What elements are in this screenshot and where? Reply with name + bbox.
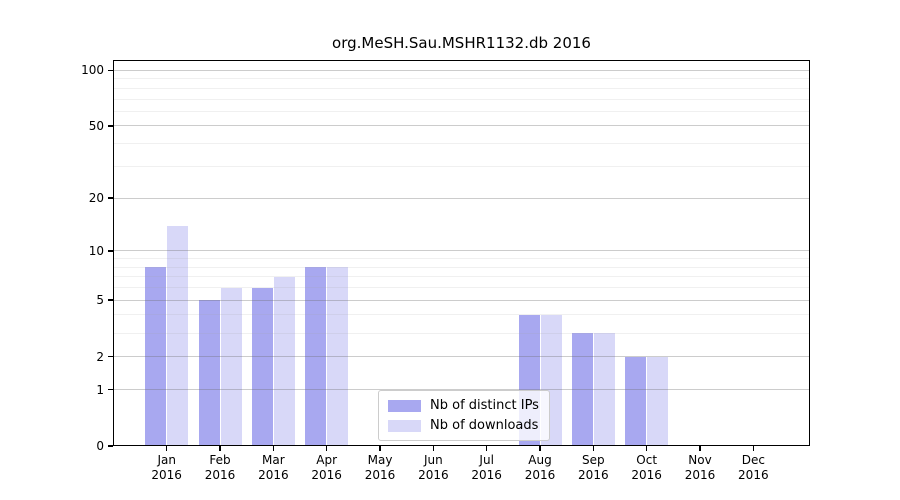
x-tick-label: Jun 2016	[418, 453, 449, 482]
x-tick-mark	[432, 446, 435, 451]
legend-swatch-downloads	[388, 419, 421, 432]
chart-title: org.MeSH.Sau.MSHR1132.db 2016	[332, 34, 591, 52]
y-tick-label: 2	[96, 349, 104, 364]
y-tick-label: 5	[96, 293, 104, 308]
x-tick-mark	[592, 446, 595, 451]
x-tick-mark	[166, 446, 168, 451]
x-tick-label: Sep 2016	[578, 453, 609, 482]
y-tick-label: 50	[88, 118, 104, 133]
x-tick-label: Nov 2016	[684, 453, 716, 482]
x-tick-label: May 2016	[364, 453, 396, 482]
bars-layer	[113, 60, 810, 446]
x-tick-mark	[699, 446, 701, 451]
y-tick-mark	[108, 197, 113, 199]
bar-oct-ips	[625, 356, 647, 446]
legend-item-distinct-ips: Nb of distinct IPs	[388, 398, 539, 413]
y-tick-mark	[108, 388, 113, 391]
x-tick-label: Aug 2016	[524, 453, 556, 482]
x-tick-label: Dec 2016	[738, 453, 769, 482]
legend: Nb of distinct IPs Nb of downloads	[378, 390, 550, 441]
bar-sep-ips	[571, 333, 593, 446]
legend-label-downloads: Nb of downloads	[430, 418, 539, 433]
bar-apr-ips	[305, 267, 327, 446]
x-tick-label: Apr 2016	[311, 453, 342, 482]
y-tick-mark	[108, 250, 113, 252]
y-tick-label: 1	[96, 382, 104, 397]
plot-area: Nb of distinct IPs Nb of downloads	[113, 60, 810, 446]
bar-jan-downloads	[167, 225, 189, 446]
bar-feb-downloads	[220, 287, 242, 446]
legend-label-distinct-ips: Nb of distinct IPs	[430, 398, 539, 413]
x-tick-label: Oct 2016	[631, 453, 662, 482]
y-tick-mark	[108, 445, 113, 447]
bar-sep-downloads	[593, 333, 615, 446]
x-tick-mark	[219, 446, 221, 451]
legend-swatch-distinct-ips	[388, 399, 421, 412]
x-tick-mark	[379, 446, 381, 451]
y-tick-mark	[108, 125, 113, 127]
x-tick-label: Jul 2016	[471, 453, 502, 482]
y-tick-mark	[108, 355, 113, 358]
x-tick-label: Feb 2016	[204, 453, 236, 482]
y-tick-mark	[108, 69, 113, 72]
x-tick-mark	[485, 446, 488, 451]
y-tick-label: 100	[81, 63, 104, 78]
bar-mar-downloads	[273, 276, 295, 446]
legend-item-downloads: Nb of downloads	[388, 418, 539, 433]
bar-mar-ips	[251, 287, 273, 446]
bar-oct-downloads	[647, 356, 669, 446]
x-tick-mark	[752, 446, 755, 451]
x-tick-mark	[325, 446, 328, 451]
x-tick-label: Jan 2016	[151, 453, 182, 482]
x-tick-label: Mar 2016	[258, 453, 289, 482]
y-tick-label: 0	[96, 439, 104, 453]
bar-jan-ips	[145, 267, 167, 446]
y-tick-label: 20	[88, 191, 104, 206]
x-tick-mark	[272, 446, 275, 451]
y-tick-mark	[108, 299, 113, 301]
bar-apr-downloads	[327, 267, 349, 446]
y-tick-label: 10	[88, 243, 104, 258]
x-tick-mark	[539, 446, 541, 451]
x-tick-mark	[645, 446, 648, 451]
bar-feb-ips	[198, 300, 220, 446]
